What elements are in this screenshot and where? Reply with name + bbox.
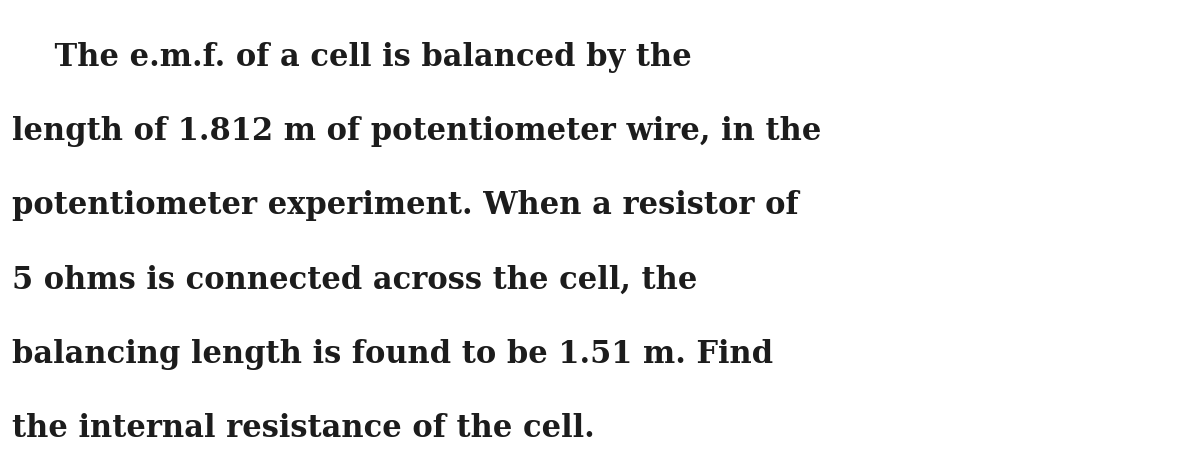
Text: potentiometer experiment. When a resistor of: potentiometer experiment. When a resisto… — [12, 190, 799, 221]
Text: 5 ohms is connected across the cell, the: 5 ohms is connected across the cell, the — [12, 264, 697, 296]
Text: the internal resistance of the cell.: the internal resistance of the cell. — [12, 413, 595, 444]
Text: length of 1.812 m of potentiometer wire, in the: length of 1.812 m of potentiometer wire,… — [12, 116, 821, 147]
Text: The e.m.f. of a cell is balanced by the: The e.m.f. of a cell is balanced by the — [12, 41, 691, 73]
Text: balancing length is found to be 1.51 m. Find: balancing length is found to be 1.51 m. … — [12, 338, 773, 370]
